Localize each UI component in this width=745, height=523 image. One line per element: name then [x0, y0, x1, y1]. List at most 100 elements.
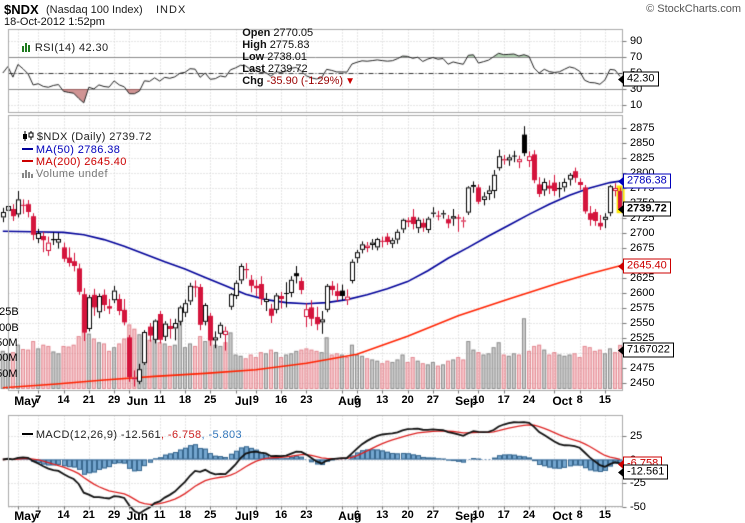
price-axis-tick-label: 2700	[630, 227, 655, 239]
price-axis-tick-label: 2600	[630, 287, 655, 299]
date-tick-label: 16	[274, 509, 288, 521]
date-tick-label: 21	[82, 509, 95, 521]
date-tick-label: 7	[35, 394, 42, 406]
price-legend-label: $NDX (Daily) 2739.72	[36, 131, 152, 143]
open-value: 2770.05	[273, 27, 314, 39]
last-price-box: 2739.72	[623, 201, 671, 217]
low-value: 2738.01	[267, 51, 307, 63]
ma50-legend: MA(50) 2786.38	[8, 132, 120, 168]
rsi-axis-tick-label: 10	[630, 99, 643, 111]
date-tick-label: Oct	[552, 509, 573, 523]
macd-axis-tick-label: 25	[630, 429, 643, 442]
last-label: Last	[242, 63, 265, 75]
date-tick-label: May	[14, 394, 38, 408]
volume-legend-label: Volume undef	[35, 168, 108, 180]
volume-axis-tick-label: 750M	[0, 336, 18, 349]
volume-axis-tick-label: 250M	[0, 367, 18, 380]
date-tick-label: 17	[497, 394, 510, 406]
ma200-line-icon	[21, 160, 33, 162]
date-tick-label: 10	[472, 509, 485, 521]
date-tick-label: Oct	[552, 394, 573, 408]
candlestick-icon	[22, 131, 34, 144]
high-label: High	[242, 39, 267, 51]
macd-axis-tick-label: -25	[630, 477, 646, 490]
ma200-legend: MA(200) 2645.40	[8, 144, 127, 180]
date-tick-label: 14	[57, 509, 70, 521]
ticker-name: (Nasdaq 100 Index)	[46, 4, 143, 16]
open-label: Open	[242, 27, 271, 39]
date-tick-label: 27	[426, 509, 440, 521]
ticker-symbol: $NDX	[4, 2, 39, 17]
date-tick-label: 16	[274, 394, 288, 406]
price-axis-tick-label: 2550	[630, 317, 655, 329]
date-tick-label: 6	[353, 394, 361, 406]
date-tick-label: 21	[82, 394, 95, 406]
macd-value-box: -12.561	[623, 464, 669, 480]
date-tick-label: 7	[35, 509, 42, 521]
macd-line-icon	[21, 433, 33, 435]
date-tick-label: Jun	[126, 394, 148, 408]
date-tick-label: 27	[426, 394, 440, 406]
date-tick-label: 20	[401, 509, 414, 521]
date-tick-label: Aug	[338, 509, 362, 523]
rsi-legend-label: RSI(14) 42.30	[34, 42, 109, 54]
date-tick-label: May	[14, 509, 38, 523]
macd-legend: MACD(12,26,9) -12.561, -6.758, -5.803	[8, 417, 242, 453]
price-axis-tick-label: 2625	[630, 272, 655, 284]
date-tick-label: Sep	[455, 509, 478, 523]
chg-label: Chg	[242, 75, 264, 87]
date-tick-label: 29	[107, 509, 121, 521]
price-axis-tick-label: 2525	[630, 332, 655, 344]
date-tick-label: 23	[300, 394, 313, 406]
date-tick-label: 20	[401, 394, 414, 406]
price-axis-tick-label: 2450	[630, 377, 655, 389]
date-tick-label: 25	[204, 394, 217, 406]
price-axis-tick-label: 2875	[630, 122, 655, 134]
price-axis-tick-label: 2475	[630, 362, 655, 374]
volume-axis-tick-label: 1.00B	[0, 321, 19, 334]
volume-axis-tick-label: 1.25B	[0, 306, 19, 319]
date-tick-label: 15	[598, 394, 612, 406]
price-axis-tick-label: 2675	[630, 242, 655, 254]
date-tick-label: 11	[153, 394, 166, 406]
ma200-legend-label: MA(200) 2645.40	[35, 156, 127, 168]
low-label: Low	[242, 51, 265, 63]
ma50-legend-label: MA(50) 2786.38	[35, 144, 121, 156]
date-tick-label: 11	[153, 509, 166, 521]
rsi-axis-tick-label: 70	[630, 51, 643, 63]
rsi-value-box: 42.30	[623, 71, 659, 87]
date-tick-label: 18	[178, 509, 192, 521]
date-tick-label: 10	[472, 394, 485, 406]
ohlc-readout: Open 2770.05 High 2775.83 Low 2738.01 Last 2…	[222, 15, 355, 99]
date-tick-label: 9	[252, 394, 259, 406]
ma200-value-box: 2645.40	[623, 258, 671, 274]
date-tick-label: 6	[353, 509, 361, 521]
macd-legend-main: MACD(12,26,9) -12.561	[35, 429, 162, 441]
date-tick-label: 24	[522, 509, 536, 521]
date-tick-label: 18	[178, 394, 192, 406]
date-tick-label: 25	[204, 509, 217, 521]
date-tick-label: Jun	[126, 509, 148, 523]
date-tick-label: 8	[576, 509, 583, 521]
chg-value: -35.90 (-1.29%)	[266, 75, 344, 87]
price-axis-tick-label: 2850	[630, 137, 655, 149]
macd-legend-hist: , -5.803	[201, 429, 243, 441]
date-tick-label: 14	[57, 394, 70, 406]
datetime-label: 18-Oct-2012 1:52pm	[4, 16, 105, 28]
rsi-legend: RSI(14) 42.30	[8, 30, 109, 67]
price-legend-symbol: $NDX (Daily) 2739.72	[8, 119, 152, 156]
ticker-exchange: INDX	[156, 4, 187, 16]
macd-legend-signal: , -6.758	[161, 429, 202, 441]
rsi-indicator-icon	[21, 43, 32, 55]
volume-bars-icon	[21, 169, 33, 181]
date-tick-label: Sep	[455, 394, 478, 408]
down-triangle-icon: ▼	[345, 76, 355, 87]
date-tick-label: 13	[376, 394, 389, 406]
price-axis-tick-label: 2575	[630, 302, 655, 314]
ma50-value-box: 2786.38	[623, 173, 671, 189]
date-tick-label: 15	[598, 509, 612, 521]
volume-legend: Volume undef	[8, 156, 108, 193]
high-value: 2775.83	[269, 39, 310, 51]
volume-value-box: 7167022	[623, 342, 674, 358]
date-tick-label: 9	[252, 509, 259, 521]
